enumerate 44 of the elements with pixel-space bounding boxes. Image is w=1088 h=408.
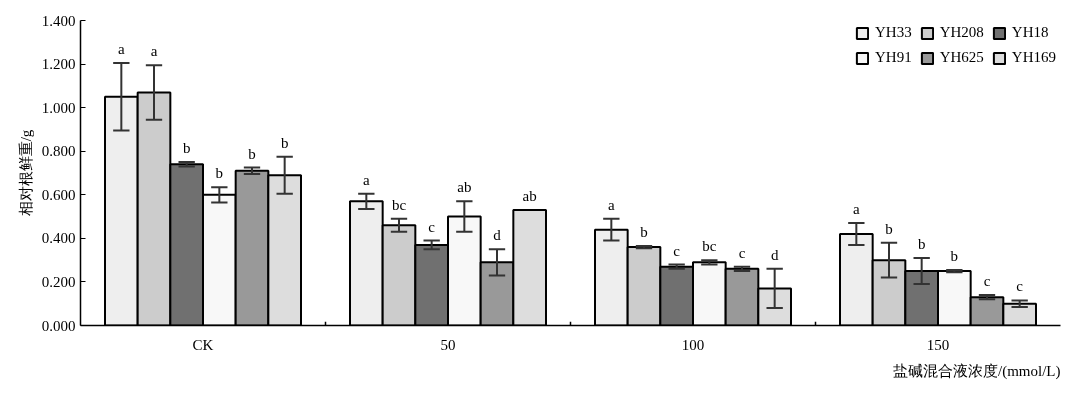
- x-tick-label: 150: [926, 336, 950, 353]
- data-label: b: [215, 165, 224, 182]
- data-label: ab: [522, 188, 537, 205]
- data-label: d: [493, 227, 502, 244]
- data-label: b: [885, 220, 893, 237]
- data-label: a: [150, 43, 158, 60]
- x-tick-label: CK: [192, 336, 214, 353]
- data-label: c: [673, 242, 681, 259]
- x-tick-label: 50: [440, 336, 456, 353]
- y-axis-title: 相对根鲜重/g: [17, 129, 34, 217]
- legend-label: YH18: [1011, 24, 1049, 41]
- y-tick-label: 0.400: [41, 230, 76, 247]
- y-tick-label: 0.200: [41, 273, 76, 290]
- data-label: c: [428, 218, 436, 235]
- data-label: ab: [457, 179, 472, 196]
- data-label: a: [608, 196, 615, 213]
- data-label: c: [1016, 278, 1024, 295]
- y-tick-label: 0.600: [41, 186, 76, 203]
- y-tick-label: 1.000: [41, 99, 76, 116]
- data-label: c: [983, 273, 991, 289]
- data-label: b: [640, 223, 648, 240]
- legend-label: YH625: [939, 49, 984, 66]
- y-tick-label: 0.800: [41, 143, 76, 160]
- data-label: bc: [391, 196, 407, 213]
- data-label: bc: [702, 238, 717, 255]
- legend-label: YH208: [939, 24, 984, 41]
- legend-label: YH33: [874, 24, 912, 41]
- data-label: b: [950, 247, 959, 264]
- data-label: b: [280, 134, 289, 151]
- data-label: a: [853, 201, 860, 218]
- x-axis-title: 盐碱混合液浓度/(mmol/L): [893, 362, 1061, 380]
- data-label: a: [118, 40, 125, 57]
- data-label: c: [738, 244, 746, 261]
- legend-label: YH169: [1011, 49, 1056, 66]
- data-label: b: [182, 140, 191, 157]
- data-label: a: [363, 171, 370, 188]
- y-tick-label: 1.400: [41, 12, 76, 29]
- legend-label: YH91: [874, 49, 912, 66]
- y-tick-label: 0.000: [41, 317, 76, 334]
- data-label: b: [917, 235, 926, 252]
- y-tick-label: 1.200: [41, 56, 76, 73]
- x-tick-label: 100: [681, 336, 705, 353]
- data-label: b: [248, 145, 256, 162]
- data-label: d: [770, 246, 779, 263]
